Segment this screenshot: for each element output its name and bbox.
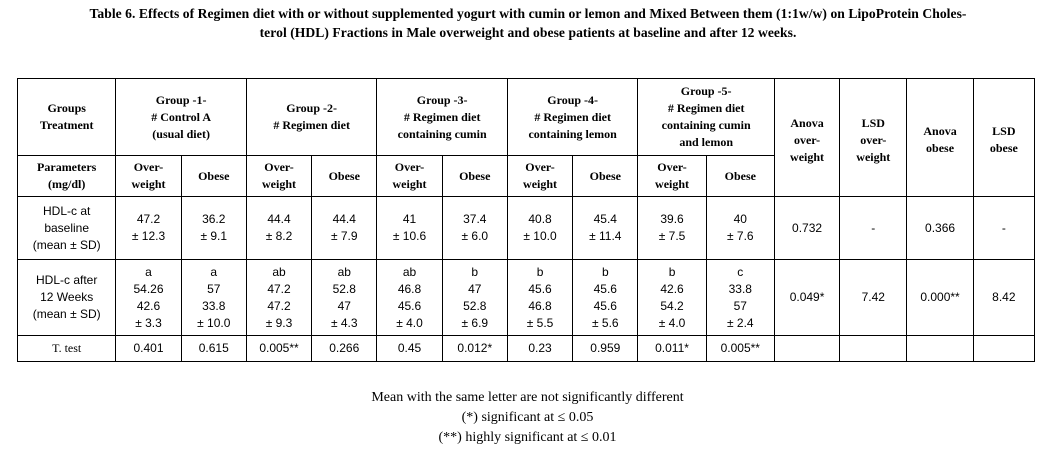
table-cell: 40.8 ± 10.0 — [506, 196, 574, 260]
lsd-obese-header: LSD obese — [972, 78, 1036, 197]
table-cell: a 54.26 42.6 ± 3.3 — [115, 259, 182, 336]
table-caption: Table 6. Effects of Regimen diet with or… — [6, 4, 1050, 42]
anova-obese-baseline: 0.366 — [906, 196, 974, 260]
group-1-header: Group -1- # Control A (usual diet) — [115, 78, 247, 156]
empty-cell — [839, 335, 908, 362]
table-cell: 0.959 — [572, 335, 639, 362]
table-row-baseline: HDL-c at baseline (mean ± SD) 47.2 ± 12.… — [16, 196, 1036, 260]
lsd-overweight-after: 7.42 — [839, 259, 908, 336]
footnote-same-letter: Mean with the same letter are not signif… — [371, 390, 684, 405]
table-cell: 0.011* — [637, 335, 707, 362]
subheader-obese: Obese — [441, 155, 508, 197]
table-cell: 47.2 ± 12.3 — [115, 196, 182, 260]
subheader-obese: Obese — [180, 155, 247, 197]
table-cell: b 47 52.8 ± 6.9 — [441, 259, 508, 336]
empty-cell — [972, 335, 1036, 362]
table-cell: c 33.8 57 ± 2.4 — [705, 259, 775, 336]
table-cell: 0.23 — [506, 335, 574, 362]
row-label-t-test: T. test — [16, 335, 117, 362]
empty-cell — [773, 335, 841, 362]
row-label-after-12-weeks: HDL-c after 12 Weeks (mean ± SD) — [16, 259, 117, 336]
footnote-significant: (*) significant at ≤ 0.05 — [461, 410, 594, 425]
lsd-overweight-header: LSD over- weight — [839, 78, 908, 197]
table-cell: 0.401 — [115, 335, 182, 362]
table-cell: 0.005** — [245, 335, 313, 362]
table-cell: 0.266 — [311, 335, 378, 362]
table-cell: 0.005** — [705, 335, 775, 362]
table-cell: b 42.6 54.2 ± 4.0 — [637, 259, 707, 336]
table-cell: 45.4 ± 11.4 — [572, 196, 639, 260]
table-row-t-test: T. test 0.401 0.615 0.005** 0.266 0.45 0… — [16, 335, 1036, 362]
parameters-header: Parameters (mg/dl) — [16, 155, 117, 197]
table-cell: 0.45 — [376, 335, 443, 362]
table-cell: 44.4 ± 8.2 — [245, 196, 313, 260]
anova-overweight-header: Anova over- weight — [773, 78, 841, 197]
subheader-overweight: Over- weight — [506, 155, 574, 197]
lsd-obese-baseline: - — [972, 196, 1036, 260]
row-label-baseline: HDL-c at baseline (mean ± SD) — [16, 196, 117, 260]
table-cell: 40 ± 7.6 — [705, 196, 775, 260]
table-footnotes: Mean with the same letter are not signif… — [300, 388, 755, 448]
anova-overweight-after: 0.049* — [773, 259, 841, 336]
lsd-overweight-baseline: - — [839, 196, 908, 260]
table-cell: 0.012* — [441, 335, 508, 362]
group-5-header: Group -5- # Regimen diet containing cumi… — [637, 78, 775, 156]
anova-obese-after: 0.000** — [906, 259, 974, 336]
empty-cell — [906, 335, 974, 362]
table-cell: 44.4 ± 7.9 — [311, 196, 378, 260]
table-cell: a 57 33.8 ± 10.0 — [180, 259, 247, 336]
hdl-results-table: Groups Treatment Group -1- # Control A (… — [16, 78, 1036, 362]
table-cell: 36.2 ± 9.1 — [180, 196, 247, 260]
anova-overweight-baseline: 0.732 — [773, 196, 841, 260]
header-row-subgroups: Parameters (mg/dl) Over- weight Obese Ov… — [16, 155, 1035, 197]
table-cell: ab 52.8 47 ± 4.3 — [311, 259, 378, 336]
table-cell: ab 46.8 45.6 ± 4.0 — [376, 259, 443, 336]
anova-obese-header: Anova obese — [906, 78, 974, 197]
table-cell: 0.615 — [180, 335, 247, 362]
table-cell: ab 47.2 47.2 ± 9.3 — [245, 259, 313, 336]
table-cell: 39.6 ± 7.5 — [637, 196, 707, 260]
subheader-overweight: Over- weight — [376, 155, 443, 197]
table-cell: 37.4 ± 6.0 — [441, 196, 508, 260]
table-row-after-12-weeks: HDL-c after 12 Weeks (mean ± SD) a 54.26… — [16, 259, 1036, 336]
table-cell: b 45.6 46.8 ± 5.5 — [506, 259, 574, 336]
header-row-groups: Groups Treatment Group -1- # Control A (… — [16, 78, 1036, 197]
subheader-overweight: Over- weight — [115, 155, 182, 197]
groups-treatment-header: Groups Treatment — [16, 78, 117, 156]
group-2-header: Group -2- # Regimen diet — [245, 78, 378, 156]
lsd-obese-after: 8.42 — [972, 259, 1036, 336]
footnote-highly-significant: (**) highly significant at ≤ 0.01 — [438, 430, 617, 445]
table-cell: 41 ± 10.6 — [376, 196, 443, 260]
group-3-header: Group -3- # Regimen diet containing cumi… — [376, 78, 508, 156]
caption-line-1: Table 6. Effects of Regimen diet with or… — [89, 6, 967, 21]
subheader-overweight: Over- weight — [637, 155, 707, 197]
caption-line-2: terol (HDL) Fractions in Male overweight… — [259, 25, 797, 40]
subheader-obese: Obese — [572, 155, 639, 197]
table-cell: b 45.6 45.6 ± 5.6 — [572, 259, 639, 336]
group-4-header: Group -4- # Regimen diet containing lemo… — [506, 78, 639, 156]
subheader-overweight: Over- weight — [245, 155, 313, 197]
subheader-obese: Obese — [705, 155, 775, 197]
subheader-obese: Obese — [311, 155, 378, 197]
